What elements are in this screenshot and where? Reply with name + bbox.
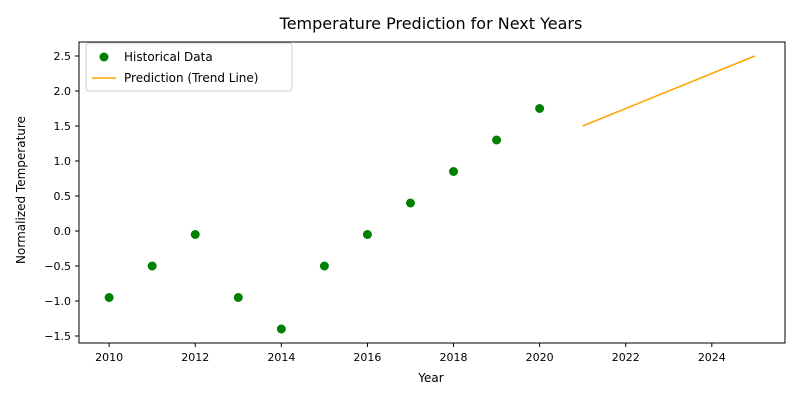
data-point	[104, 293, 114, 302]
data-point	[147, 261, 157, 271]
trend-line	[582, 55, 756, 127]
plot-area	[104, 55, 756, 334]
x-tick-label: 2022	[612, 351, 640, 364]
y-tick-label: −1.5	[44, 330, 71, 343]
y-tick-label: −0.5	[44, 260, 71, 273]
legend: Historical Data Prediction (Trend Line)	[85, 42, 293, 92]
y-tick-label: 2.0	[54, 85, 72, 98]
y-tick-label: 0.5	[54, 190, 72, 203]
legend-label: Prediction (Trend Line)	[124, 71, 258, 85]
x-tick-label: 2020	[526, 351, 554, 364]
y-tick-label: 1.5	[54, 120, 72, 133]
legend-box	[85, 42, 293, 92]
legend-marker-swatch	[99, 52, 109, 62]
data-point	[276, 324, 286, 334]
y-tick-label: 1.0	[54, 155, 72, 168]
data-point	[233, 293, 243, 302]
y-tick-label: 0.0	[54, 225, 72, 238]
axis-ticks: 2010 2012 2014 2016 2018 2020 2022 2024 −1.5 −1.0…	[44, 50, 726, 364]
y-tick-label: 2.5	[54, 50, 72, 63]
y-axis-label: Normalized Temperature	[14, 116, 28, 264]
data-point	[449, 167, 459, 176]
legend-label: Historical Data	[124, 50, 213, 64]
x-tick-label: 2014	[267, 351, 295, 364]
data-point	[405, 198, 415, 208]
x-tick-label: 2024	[698, 351, 726, 364]
data-point	[319, 261, 329, 271]
x-axis-label: Year	[417, 371, 443, 385]
x-tick-label: 2018	[440, 351, 468, 364]
data-point	[492, 135, 502, 145]
x-tick-label: 2010	[95, 351, 123, 364]
chart-title: Temperature Prediction for Next Years	[279, 14, 583, 33]
data-point	[362, 230, 372, 239]
x-tick-label: 2016	[353, 351, 381, 364]
data-point	[535, 104, 545, 113]
plot-frame	[78, 41, 786, 344]
data-point	[190, 230, 200, 239]
y-tick-label: −1.0	[44, 295, 71, 308]
x-tick-label: 2012	[181, 351, 209, 364]
